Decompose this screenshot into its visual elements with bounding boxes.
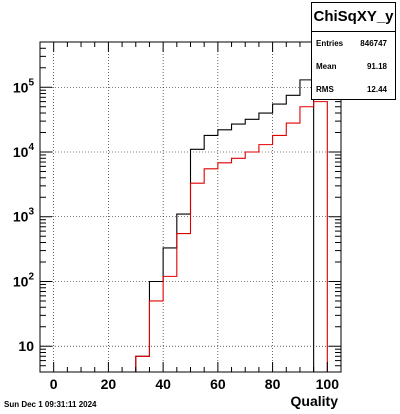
x-tick-label: 80	[265, 376, 281, 392]
x-tick-label: 100	[316, 376, 340, 392]
x-tick-label: 20	[101, 376, 117, 392]
stats-box: ChiSqXY_y Entries 846747 Mean 91.18 RMS …	[311, 2, 396, 100]
stats-value: 91.18	[366, 62, 387, 71]
stats-row-entries: Entries 846747	[312, 32, 395, 55]
histogram-series-1	[40, 101, 341, 373]
stats-label: Mean	[316, 62, 337, 71]
stats-row-mean: Mean 91.18	[312, 55, 395, 78]
y-tick-label: 10	[18, 338, 34, 354]
x-axis-label: Quality	[291, 393, 339, 409]
stats-label: Entries	[316, 39, 344, 48]
stats-value: 12.44	[366, 85, 387, 94]
stats-title: ChiSqXY_y	[312, 3, 395, 32]
y-tick-label: 104	[13, 142, 35, 160]
stats-row-rms: RMS 12.44	[312, 78, 395, 101]
y-tick-label: 102	[13, 271, 35, 289]
timestamp: Sun Dec 1 09:31:11 2024	[4, 400, 97, 409]
x-tick-label: 40	[155, 376, 171, 392]
stats-value: 846747	[360, 39, 387, 48]
x-tick-label: 0	[50, 376, 58, 392]
y-tick-label: 105	[13, 77, 35, 95]
y-tick-label: 103	[13, 207, 35, 225]
x-tick-label: 60	[210, 376, 226, 392]
stats-label: RMS	[316, 85, 334, 94]
